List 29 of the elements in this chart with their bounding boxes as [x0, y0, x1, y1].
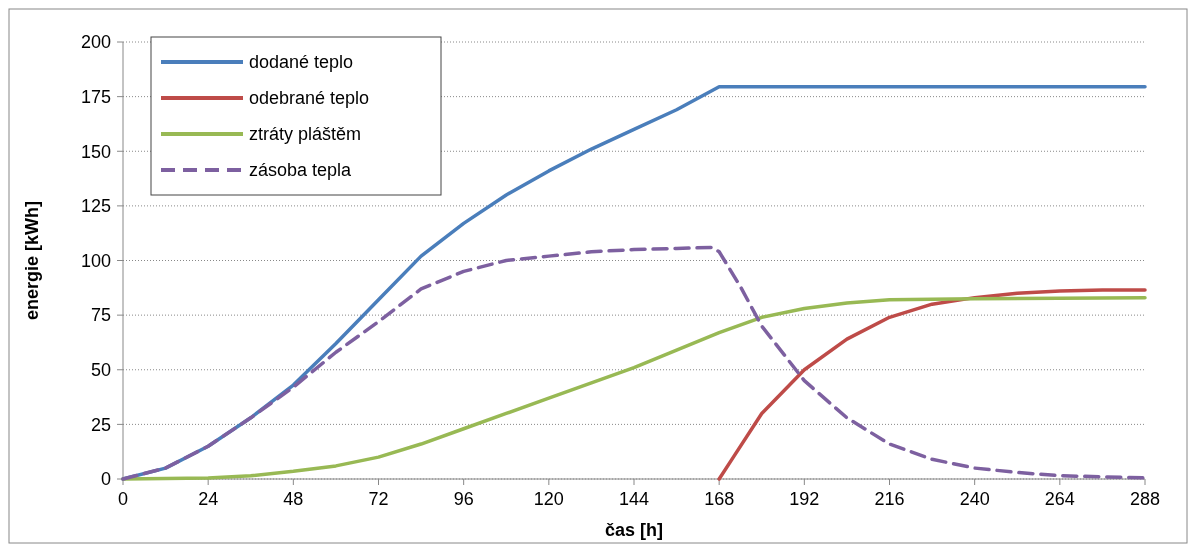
x-axis-title: čas [h]: [604, 520, 664, 540]
x-tick-label: 120: [533, 489, 564, 509]
x-tick-label: 24: [198, 489, 219, 509]
x-tick-label: 72: [368, 489, 389, 509]
x-tick-label: 216: [874, 489, 905, 509]
y-tick-label: 0: [100, 469, 111, 490]
x-tick-label: 0: [117, 489, 129, 509]
x-tick-label: 288: [1129, 489, 1161, 509]
legend-label: zásoba tepla: [249, 160, 353, 181]
y-tick-label: 50: [90, 360, 111, 381]
y-tick-label: 75: [90, 305, 111, 326]
legend-label: dodané teplo: [249, 52, 354, 73]
y-tick-label: 150: [80, 141, 111, 162]
legend-label: ztráty pláštěm: [249, 124, 362, 145]
line-series: [717, 288, 1147, 481]
y-tick-label: 200: [80, 32, 111, 53]
x-tick-label: 48: [283, 489, 304, 509]
y-tick-label: 25: [90, 414, 111, 435]
legend-label: odebrané teplo: [249, 88, 370, 109]
y-tick-label: 125: [80, 196, 111, 217]
x-tick-label: 168: [704, 489, 735, 509]
y-tick-label: 175: [80, 86, 111, 107]
x-tick-label: 192: [789, 489, 820, 509]
x-tick-label: 96: [453, 489, 474, 509]
x-tick-label: 264: [1044, 489, 1075, 509]
y-tick-label: 100: [80, 250, 111, 271]
y-axis-title: energie [kWh]: [22, 200, 42, 321]
x-tick-label: 144: [618, 489, 650, 509]
x-tick-label: 240: [959, 489, 990, 509]
